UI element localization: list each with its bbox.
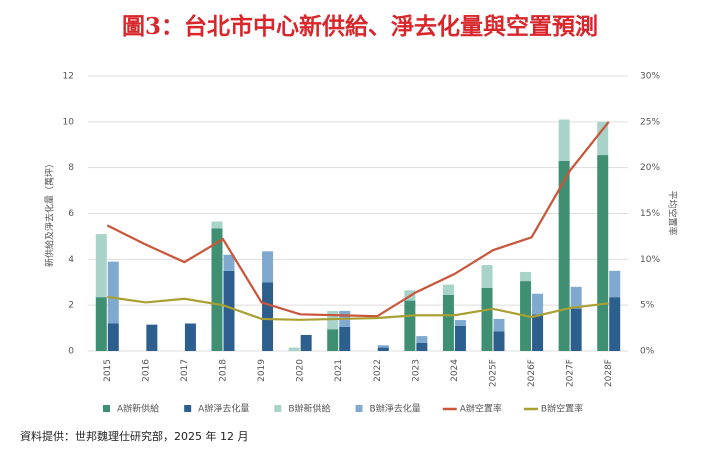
bar xyxy=(223,254,235,271)
legend-swatch xyxy=(274,405,282,412)
legend-swatch xyxy=(355,405,363,412)
bar xyxy=(211,228,223,351)
bar xyxy=(416,336,428,343)
bar xyxy=(532,293,544,315)
x-tick-label: 2016 xyxy=(141,359,151,382)
x-tick-label: 2028F xyxy=(604,359,614,387)
x-tick-label: 2027F xyxy=(566,359,576,387)
bar xyxy=(404,300,416,351)
bar xyxy=(558,119,570,161)
x-tick-label: 2020 xyxy=(296,359,306,382)
legend-label: B辦空置率 xyxy=(541,403,583,415)
y2-axis-label: 平均空置率 xyxy=(667,190,679,235)
bar xyxy=(377,347,389,351)
bar xyxy=(107,323,119,351)
y-tick-label: 10 xyxy=(63,117,75,127)
legend-label: A辦空置率 xyxy=(460,403,502,415)
y-tick-label: 12 xyxy=(63,72,74,82)
bar xyxy=(609,297,621,351)
y2-tick-label: 20% xyxy=(640,163,660,173)
bar xyxy=(597,121,609,156)
x-tick-label: 2026F xyxy=(527,359,537,387)
x-tick-label: 2022 xyxy=(373,359,383,382)
y2-tick-label: 25% xyxy=(640,117,660,127)
chart-title: 圖3：台北市中心新供給、淨去化量與空置預測 xyxy=(122,13,598,40)
y-tick-label: 2 xyxy=(68,301,74,311)
x-tick-label: 2018 xyxy=(219,359,229,382)
y2-tick-label: 10% xyxy=(640,255,660,265)
bar xyxy=(416,342,428,351)
bar xyxy=(481,265,493,288)
legend-label: A辦淨去化量 xyxy=(198,403,249,415)
line-series xyxy=(107,295,609,321)
bar xyxy=(570,286,582,309)
bar xyxy=(300,334,312,351)
bar xyxy=(493,318,505,332)
bar xyxy=(609,270,621,298)
x-tick-label: 2021 xyxy=(334,359,344,382)
bar xyxy=(288,347,300,351)
x-tick-label: 2025F xyxy=(489,359,499,387)
bar xyxy=(262,251,274,283)
y-tick-label: 8 xyxy=(68,163,74,173)
bar xyxy=(184,323,196,351)
legend-label: B辦淨去化量 xyxy=(370,403,421,415)
bar xyxy=(223,270,235,351)
bar xyxy=(211,221,223,229)
bar xyxy=(454,325,466,351)
legend-label: A辦新供給 xyxy=(117,403,159,415)
bar xyxy=(327,329,339,351)
x-tick-label: 2023 xyxy=(411,359,421,382)
bar xyxy=(520,271,532,282)
bar xyxy=(95,297,107,351)
bar xyxy=(146,324,158,351)
source-note: 資料提供：世邦魏理仕研究部，2025 年 12 月 xyxy=(20,429,248,443)
legend-swatch xyxy=(103,405,110,412)
bar xyxy=(493,331,505,351)
bar xyxy=(107,261,119,324)
y-tick-label: 0 xyxy=(68,347,74,357)
bar xyxy=(442,294,454,351)
bar xyxy=(558,160,570,351)
bar xyxy=(454,320,466,326)
bar xyxy=(570,308,582,351)
y-axis-label: 新供給及淨去化量（萬坪） xyxy=(44,159,56,267)
x-tick-label: 2017 xyxy=(180,359,190,382)
bar xyxy=(377,345,389,348)
bar xyxy=(442,284,454,295)
y-tick-label: 4 xyxy=(68,255,74,265)
bar xyxy=(481,287,493,351)
y2-tick-label: 0% xyxy=(640,347,655,357)
y2-tick-label: 30% xyxy=(640,72,660,82)
bar xyxy=(95,234,107,298)
x-tick-label: 2015 xyxy=(103,359,113,382)
bar xyxy=(532,314,544,351)
y-tick-label: 6 xyxy=(68,209,74,219)
y2-tick-label: 15% xyxy=(640,209,660,219)
y2-tick-label: 5% xyxy=(640,301,655,311)
bar xyxy=(262,282,274,351)
bar xyxy=(597,155,609,351)
bar xyxy=(339,326,351,351)
x-tick-label: 2024 xyxy=(450,359,460,382)
line-series xyxy=(106,121,610,318)
legend-swatch xyxy=(184,405,192,412)
legend-label: B辦新供給 xyxy=(288,403,330,415)
x-tick-label: 2019 xyxy=(257,359,267,382)
